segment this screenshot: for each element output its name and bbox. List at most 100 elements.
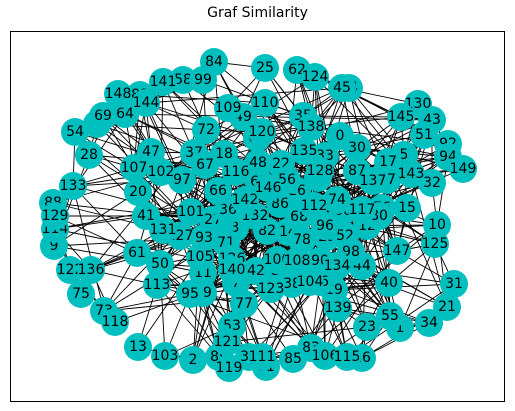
node-circle	[189, 66, 217, 94]
edge	[226, 326, 368, 343]
node-label: 50	[151, 256, 169, 272]
node-label: 18	[215, 146, 233, 162]
node-119: 119	[215, 354, 243, 382]
node-circle	[61, 118, 89, 146]
node-label: 1	[396, 320, 405, 336]
node-circle	[383, 237, 411, 265]
node-label: 134	[324, 258, 351, 274]
node-circle	[59, 172, 87, 200]
node-105: 105	[186, 243, 214, 271]
node-label: 32	[423, 175, 441, 191]
node-label: 104	[297, 274, 324, 290]
node-label: 139	[325, 300, 352, 316]
node-109: 109	[214, 94, 242, 122]
node-103: 103	[151, 342, 179, 370]
node-label: 140	[219, 262, 246, 278]
node-label: 147	[384, 243, 411, 259]
node-circle	[177, 198, 205, 226]
node-circle	[251, 89, 279, 117]
edge	[145, 102, 183, 181]
node-label: 54	[66, 124, 84, 140]
node-label: 64	[116, 106, 134, 122]
edge	[90, 219, 214, 271]
node-circle	[297, 113, 325, 141]
node-label: 105	[187, 249, 214, 265]
node-110: 110	[251, 89, 279, 117]
node-circle	[222, 158, 250, 186]
node-circle	[191, 151, 219, 179]
node-circle	[257, 275, 285, 303]
node-circle	[192, 116, 220, 144]
node-circle	[311, 342, 339, 370]
node-label: 77	[235, 296, 253, 312]
node-circle	[359, 167, 387, 195]
node-circle	[147, 158, 175, 186]
node-label: 115	[334, 349, 361, 365]
node-112: 112	[300, 192, 328, 220]
node-label: 124	[302, 69, 329, 85]
node-circle	[393, 194, 421, 222]
node-label: 137	[360, 173, 387, 189]
node-label: 47	[142, 144, 160, 160]
node-label: 118	[102, 314, 129, 330]
node-67: 67	[191, 151, 219, 179]
edge	[261, 116, 402, 133]
node-circle	[41, 202, 69, 230]
node-label: 93	[195, 230, 213, 246]
node-label: 144	[133, 95, 160, 111]
node-circle	[323, 252, 351, 280]
node-label: 117	[349, 202, 376, 218]
node-circle	[353, 313, 381, 341]
node-circle	[168, 166, 196, 194]
node-circle	[132, 89, 160, 117]
node-label: 78	[293, 232, 311, 248]
node-circle	[214, 94, 242, 122]
node-circle	[306, 157, 334, 185]
node-102: 102	[147, 158, 175, 186]
node-circle	[104, 80, 132, 108]
node-125: 125	[421, 230, 449, 258]
edge	[54, 215, 147, 230]
node-139: 139	[324, 294, 352, 322]
node-label: 135	[291, 143, 318, 159]
plot-frame	[10, 31, 505, 402]
node-circle	[279, 345, 307, 373]
node-label: 31	[445, 276, 463, 292]
node-circle	[186, 243, 214, 271]
node-23: 23	[353, 313, 381, 341]
node-21: 21	[433, 293, 461, 321]
node-circle	[204, 177, 232, 205]
node-137: 137	[359, 167, 387, 195]
node-label: 55	[381, 308, 399, 324]
node-label: 102	[148, 164, 175, 180]
node-51: 51	[410, 121, 438, 149]
node-label: 72	[197, 122, 215, 138]
node-label: 45	[333, 80, 351, 96]
node-label: 123	[258, 281, 285, 297]
node-34: 34	[415, 309, 443, 337]
node-104: 104	[296, 268, 324, 296]
node-circle	[440, 270, 468, 298]
node-circle	[421, 230, 449, 258]
node-136: 136	[77, 256, 105, 284]
node-circle	[376, 302, 404, 330]
node-label: 41	[137, 208, 155, 224]
node-label: 97	[173, 172, 191, 188]
node-116: 116	[222, 158, 250, 186]
node-circle	[343, 134, 371, 162]
node-label: 122	[57, 262, 84, 278]
node-circle	[296, 268, 324, 296]
node-28: 28	[75, 141, 103, 169]
node-135: 135	[290, 137, 318, 165]
node-circle	[251, 54, 279, 82]
node-circle	[415, 309, 443, 337]
node-145: 145	[387, 103, 415, 131]
node-label: 15	[398, 200, 416, 216]
node-label: 119	[216, 360, 243, 376]
node-label: 109	[215, 100, 242, 116]
node-54: 54	[61, 118, 89, 146]
node-circle	[176, 280, 204, 308]
node-label: 121	[214, 334, 241, 350]
node-label: 108	[284, 253, 311, 269]
